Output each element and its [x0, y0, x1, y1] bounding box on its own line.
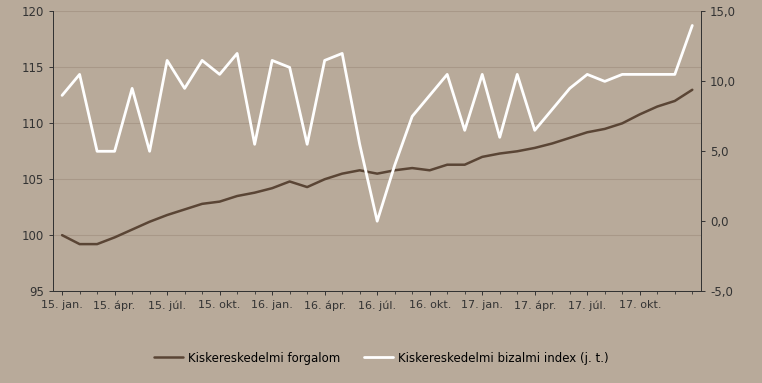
Legend: Kiskereskedelmi forgalom, Kiskereskedelmi bizalmi index (j. t.): Kiskereskedelmi forgalom, Kiskereskedelm… [149, 347, 613, 370]
